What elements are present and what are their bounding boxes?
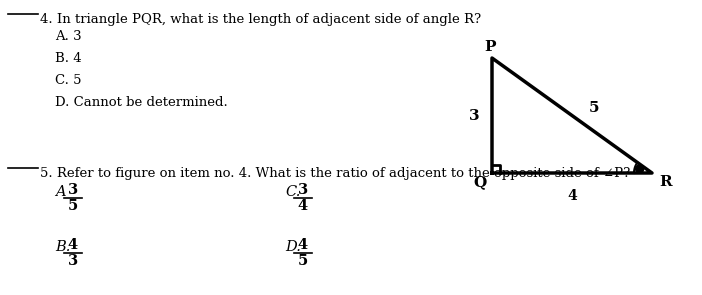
Text: D.: D. <box>285 240 301 254</box>
Text: 3: 3 <box>298 183 308 197</box>
Text: 4: 4 <box>567 189 577 203</box>
Text: C. 5: C. 5 <box>55 74 81 87</box>
Text: 5: 5 <box>298 254 308 268</box>
Text: 4: 4 <box>298 238 308 252</box>
Text: A: A <box>55 185 65 199</box>
Text: 3: 3 <box>469 109 479 122</box>
Text: Q: Q <box>473 175 486 189</box>
Text: 4. In triangle PQR, what is the length of adjacent side of angle R?: 4. In triangle PQR, what is the length o… <box>40 13 481 26</box>
Text: 5. Refer to figure on item no. 4. What is the ratio of adjacent to the opposite : 5. Refer to figure on item no. 4. What i… <box>40 167 630 180</box>
Text: 5: 5 <box>589 101 600 114</box>
Text: B.: B. <box>55 240 70 254</box>
Circle shape <box>635 165 644 173</box>
Text: 4: 4 <box>68 238 78 252</box>
Text: 5: 5 <box>68 199 78 213</box>
Text: P: P <box>484 40 496 54</box>
Text: B. 4: B. 4 <box>55 52 81 65</box>
Text: R: R <box>660 175 673 189</box>
Text: D. Cannot be determined.: D. Cannot be determined. <box>55 96 227 109</box>
Text: 3: 3 <box>68 254 78 268</box>
Text: 3: 3 <box>68 183 78 197</box>
Text: 4: 4 <box>298 199 308 213</box>
Text: C.: C. <box>285 185 300 199</box>
Text: A. 3: A. 3 <box>55 30 81 43</box>
